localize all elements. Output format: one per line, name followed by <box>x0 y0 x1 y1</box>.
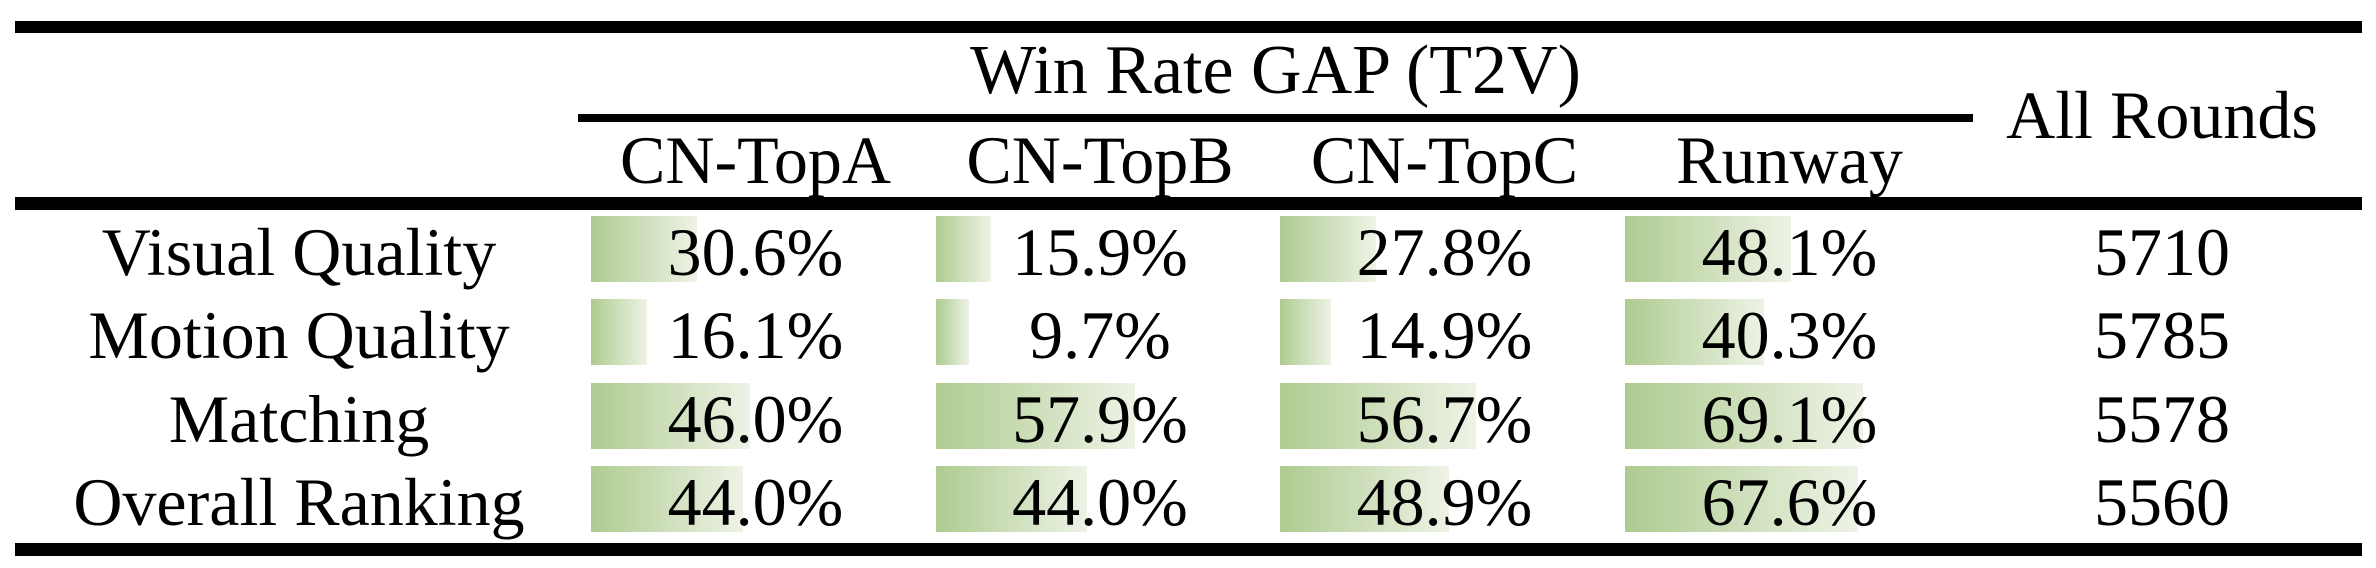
data-cell: 48.9% <box>1272 460 1617 543</box>
win-rate-value: 48.1% <box>1701 213 1878 290</box>
win-rate-value: 15.9% <box>1012 213 1188 290</box>
data-cell: 44.0% <box>928 460 1272 543</box>
column-header-runway: Runway <box>1676 121 1903 198</box>
win-rate-bar <box>936 383 1136 449</box>
table-top-rule <box>15 21 2362 33</box>
data-cell: 56.7% <box>1272 377 1617 460</box>
win-rate-value: 16.1% <box>667 296 844 373</box>
row-label: Matching <box>168 380 430 457</box>
win-rate-bar <box>936 466 1088 532</box>
table-row: Motion Quality 16.1% 9.7% 14.9% 40.3% 57… <box>0 293 2376 376</box>
win-rate-value: 14.9% <box>1356 296 1533 373</box>
data-cell: 15.9% <box>928 210 1272 293</box>
win-rate-bar <box>1280 299 1332 365</box>
header-separator-rule <box>15 197 2362 210</box>
group-header-underline-rule <box>578 114 1973 122</box>
group-header-title: Win Rate GAP (T2V) <box>970 32 1581 109</box>
win-rate-value: 44.0% <box>1012 463 1188 540</box>
column-header-cn-topc: CN-TopC <box>1310 121 1579 198</box>
win-rate-value: 27.8% <box>1356 213 1533 290</box>
all-rounds-value: 5785 <box>2094 296 2230 373</box>
win-rate-bar <box>1625 466 1859 532</box>
win-rate-bar <box>1280 216 1376 282</box>
win-rate-value: 9.7% <box>1029 296 1171 373</box>
column-header-cn-topb: CN-TopB <box>966 121 1234 198</box>
win-rate-bar <box>591 466 743 532</box>
all-rounds-value: 5578 <box>2094 380 2230 457</box>
table-bottom-rule <box>15 543 2362 556</box>
all-rounds-value: 5560 <box>2094 463 2230 540</box>
win-rate-bar <box>1625 383 1864 449</box>
column-header-cn-topa: CN-TopA <box>619 121 891 198</box>
win-rate-bar <box>591 216 697 282</box>
win-rate-bar <box>591 383 750 449</box>
win-rate-bar <box>1625 299 1765 365</box>
row-label: Motion Quality <box>88 296 510 373</box>
data-cell: 9.7% <box>928 293 1272 376</box>
table-row: Overall Ranking 44.0% 44.0% 48.9% 67.6% … <box>0 460 2376 543</box>
win-rate-value: 40.3% <box>1701 296 1878 373</box>
column-header-row: CN-TopA CN-TopB CN-TopC Runway <box>0 122 2376 197</box>
data-cell: 30.6% <box>583 210 928 293</box>
all-rounds-value: 5710 <box>2094 213 2230 290</box>
win-rate-value: 44.0% <box>667 463 844 540</box>
win-rate-bar <box>936 299 970 365</box>
win-rate-value: 46.0% <box>667 380 844 457</box>
data-cell: 16.1% <box>583 293 928 376</box>
column-header-all-rounds: All Rounds <box>2006 77 2318 153</box>
data-cell: 69.1% <box>1617 377 1962 460</box>
table-row: Matching 46.0% 57.9% 56.7% 69.1% 5578 <box>0 377 2376 460</box>
win-rate-bar <box>1280 466 1449 532</box>
data-cell: 48.1% <box>1617 210 1962 293</box>
data-cell: 67.6% <box>1617 460 1962 543</box>
win-rate-bar <box>591 299 647 365</box>
data-cell: 46.0% <box>583 377 928 460</box>
data-cell: 57.9% <box>928 377 1272 460</box>
win-rate-bar <box>1280 383 1476 449</box>
data-cell: 14.9% <box>1272 293 1617 376</box>
data-cell: 44.0% <box>583 460 928 543</box>
win-rate-value: 56.7% <box>1356 380 1533 457</box>
row-label: Overall Ranking <box>73 463 525 540</box>
data-cell: 40.3% <box>1617 293 1962 376</box>
win-rate-bar <box>1625 216 1791 282</box>
data-cell: 27.8% <box>1272 210 1617 293</box>
win-rate-value: 57.9% <box>1012 380 1188 457</box>
table-row: Visual Quality 30.6% 15.9% 27.8% 48.1% 5… <box>0 210 2376 293</box>
win-rate-bar <box>936 216 991 282</box>
win-rate-value: 30.6% <box>667 213 844 290</box>
win-rate-value: 48.9% <box>1356 463 1533 540</box>
row-label: Visual Quality <box>101 213 497 290</box>
win-rate-value: 67.6% <box>1701 463 1878 540</box>
win-rate-value: 69.1% <box>1701 380 1878 457</box>
